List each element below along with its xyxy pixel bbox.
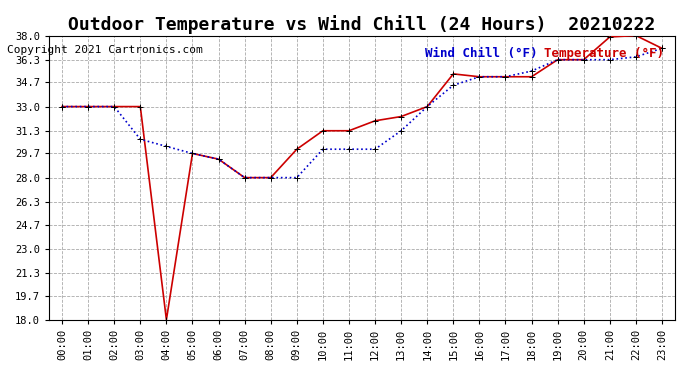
Wind Chill (°F) [502,75,510,79]
Temperature (°F) [162,318,170,322]
Wind Chill (°F) [293,176,301,180]
Temperature (°F) [215,157,223,161]
Legend: Wind Chill (°F), Temperature (°F): Wind Chill (°F), Temperature (°F) [420,42,669,65]
Temperature (°F) [84,104,92,109]
Temperature (°F) [241,176,249,180]
Wind Chill (°F) [553,57,562,62]
Wind Chill (°F) [136,137,144,141]
Temperature (°F) [188,151,197,156]
Temperature (°F) [553,57,562,62]
Wind Chill (°F) [215,157,223,161]
Temperature (°F) [371,118,380,123]
Wind Chill (°F) [606,57,614,62]
Text: Copyright 2021 Cartronics.com: Copyright 2021 Cartronics.com [7,45,203,55]
Wind Chill (°F) [58,104,66,109]
Temperature (°F) [475,75,484,79]
Wind Chill (°F) [188,151,197,156]
Temperature (°F) [580,57,588,62]
Line: Wind Chill (°F): Wind Chill (°F) [59,45,665,181]
Temperature (°F) [319,129,327,133]
Temperature (°F) [266,176,275,180]
Wind Chill (°F) [162,144,170,148]
Temperature (°F) [136,104,144,109]
Wind Chill (°F) [475,75,484,79]
Wind Chill (°F) [241,176,249,180]
Temperature (°F) [423,104,431,109]
Wind Chill (°F) [371,147,380,152]
Temperature (°F) [110,104,119,109]
Line: Temperature (°F): Temperature (°F) [59,32,665,323]
Wind Chill (°F) [527,69,535,74]
Temperature (°F) [449,72,457,76]
Wind Chill (°F) [658,46,666,51]
Temperature (°F) [502,75,510,79]
Wind Chill (°F) [449,83,457,87]
Wind Chill (°F) [266,176,275,180]
Temperature (°F) [632,33,640,38]
Wind Chill (°F) [84,104,92,109]
Temperature (°F) [58,104,66,109]
Temperature (°F) [658,46,666,51]
Wind Chill (°F) [397,129,405,133]
Wind Chill (°F) [319,147,327,152]
Wind Chill (°F) [345,147,353,152]
Temperature (°F) [527,75,535,79]
Wind Chill (°F) [632,55,640,59]
Temperature (°F) [397,114,405,119]
Wind Chill (°F) [110,104,119,109]
Wind Chill (°F) [423,104,431,109]
Title: Outdoor Temperature vs Wind Chill (24 Hours)  20210222: Outdoor Temperature vs Wind Chill (24 Ho… [68,15,656,34]
Temperature (°F) [293,147,301,152]
Wind Chill (°F) [580,57,588,62]
Temperature (°F) [345,129,353,133]
Temperature (°F) [606,35,614,39]
